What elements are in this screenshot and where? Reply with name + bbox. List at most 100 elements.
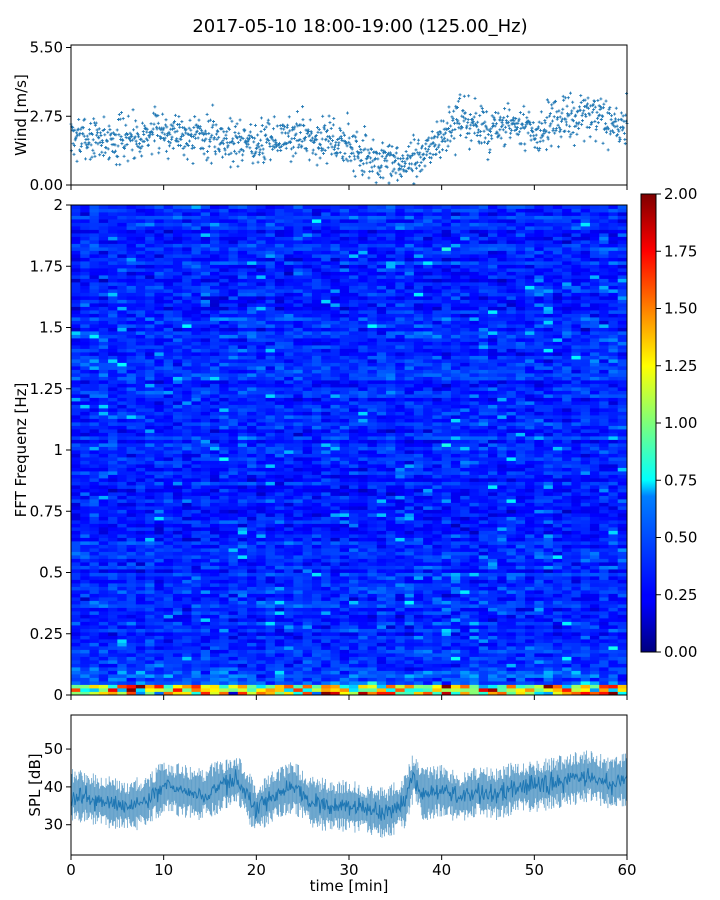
spectrogram-cell	[98, 597, 109, 601]
spectrogram-cell	[98, 537, 109, 542]
spectrogram-cell	[302, 646, 313, 650]
spectrogram-cell	[367, 548, 378, 552]
spectrogram-cell	[200, 646, 211, 650]
spectrogram-cell	[404, 485, 415, 489]
spectrogram-cell	[460, 642, 470, 647]
wind-point	[473, 131, 477, 135]
spectrogram-cell	[571, 576, 582, 580]
wind-point	[331, 123, 335, 127]
spectrogram-cell	[311, 481, 322, 486]
spectrogram-cell	[293, 597, 304, 601]
spectrogram-cell	[413, 656, 424, 661]
spectrogram-cell	[200, 649, 211, 654]
spectrogram-cell	[126, 670, 137, 675]
spectrogram-cell	[182, 649, 192, 654]
spectrogram-cell	[571, 604, 582, 608]
spectrogram-cell	[423, 537, 433, 542]
wind-point	[124, 136, 128, 140]
spectrogram-cell	[358, 551, 368, 556]
spectrogram-cell	[172, 590, 183, 594]
spectrogram-cell	[330, 597, 341, 601]
spectrogram-cell	[460, 541, 470, 545]
spectrogram-cell	[552, 628, 563, 633]
spectrogram-cell	[117, 530, 127, 535]
spectrogram-cell	[395, 663, 405, 668]
spectrogram-cell	[98, 481, 109, 486]
spectrogram-cell	[154, 677, 165, 682]
spectrogram-cell	[413, 607, 424, 612]
wind-point	[162, 138, 166, 142]
spectrogram-cell	[200, 684, 211, 689]
spectrogram-cell	[265, 579, 276, 584]
spectrogram-cell	[89, 478, 100, 482]
spectrogram-cell	[404, 674, 415, 678]
spectrogram-cell	[219, 639, 229, 643]
spectrogram-cell	[191, 576, 202, 580]
spectrogram-cell	[358, 604, 368, 608]
spectrogram-cell	[71, 506, 81, 510]
spectrogram-cell	[210, 691, 220, 696]
wind-point	[329, 127, 333, 131]
spectrogram-cell	[321, 635, 331, 640]
spectrogram-cell	[228, 488, 239, 493]
spectrogram-cell	[413, 621, 424, 626]
spectrogram-cell	[515, 544, 526, 549]
wind-point	[161, 128, 165, 132]
spectrogram-cell	[423, 586, 433, 591]
spectrogram-cell	[506, 576, 517, 580]
spectrogram-cell	[321, 558, 331, 563]
spectrogram-cell	[154, 485, 165, 489]
spectrogram-cell	[552, 625, 563, 629]
spectrogram-cell	[543, 674, 554, 678]
spectrogram-cell	[367, 513, 378, 517]
spectrogram-cell	[488, 523, 498, 528]
spectrogram-cell	[506, 499, 517, 503]
spectrogram-cell	[543, 625, 554, 629]
spectrogram-cell	[339, 677, 350, 682]
spectrogram-cell	[311, 520, 322, 524]
spectrogram-cell	[617, 625, 628, 629]
spectrogram-cell	[256, 562, 266, 566]
spectrogram-cell	[265, 660, 276, 664]
spectrogram-cell	[413, 509, 424, 514]
spectrogram-cell	[228, 534, 239, 538]
wind-point	[479, 130, 483, 134]
spectrogram-cell	[339, 681, 350, 685]
spectrogram-cell	[98, 674, 109, 678]
spectrogram-cell	[395, 632, 405, 636]
spectrogram-cell	[469, 593, 480, 598]
spectrogram-cell	[108, 579, 118, 584]
spectrogram-cell	[293, 663, 304, 668]
spectrogram-cell	[237, 572, 248, 577]
spectrogram-cell	[515, 639, 526, 643]
spectrogram-cell	[562, 541, 572, 545]
spectrogram-cell	[228, 625, 239, 629]
spectrogram-cell	[117, 611, 127, 615]
spectrogram-cell	[423, 663, 433, 668]
spectrogram-cell	[349, 502, 359, 507]
spectrogram-cell	[478, 485, 489, 489]
wind-point	[291, 125, 295, 129]
spectrogram-cell	[154, 621, 165, 626]
wind-point	[292, 136, 296, 140]
spectrogram-cell	[293, 674, 304, 678]
wind-point	[221, 155, 225, 159]
wind-point	[134, 119, 138, 123]
spectrogram-cell	[497, 684, 507, 689]
spectrogram-cell	[237, 604, 248, 608]
spectrogram-cell	[608, 537, 619, 542]
spectrogram-cell	[413, 688, 424, 692]
wind-point	[271, 144, 275, 148]
spectrogram-cell	[367, 544, 378, 549]
spectrogram-cell	[367, 597, 378, 601]
spectrogram-cell	[311, 614, 322, 619]
wind-point	[130, 148, 134, 152]
wind-point	[488, 151, 492, 155]
spectrogram-cell	[135, 639, 146, 643]
spectrogram-cell	[534, 551, 544, 556]
spectrogram-cell	[247, 660, 257, 664]
spectrogram-cell	[126, 642, 137, 647]
spectrogram-cell	[580, 691, 591, 696]
spectrogram-cell	[358, 625, 368, 629]
spectrogram-cell	[98, 660, 109, 664]
